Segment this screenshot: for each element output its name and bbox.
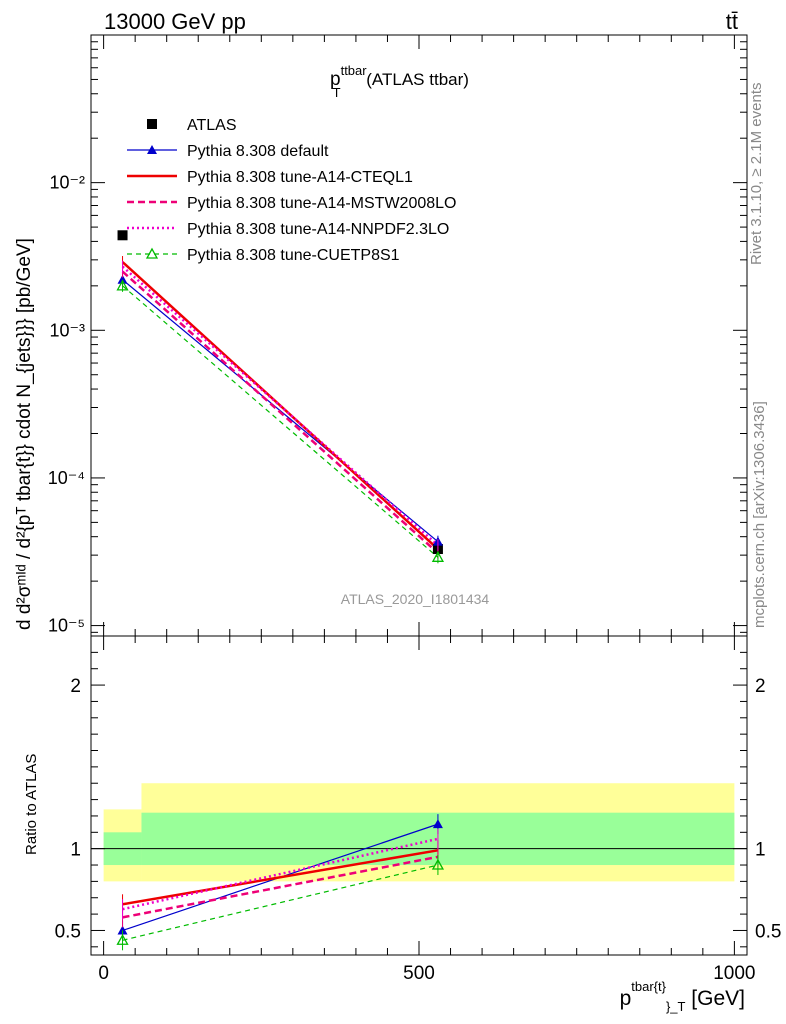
legend-marker-default [147, 145, 157, 154]
y-tick-label-ratio-right: 1 [755, 840, 766, 861]
x-tick-label: 0 [98, 963, 109, 984]
ratio-point-default [432, 819, 443, 829]
main-title-sup: ttbar [341, 63, 368, 78]
main-title-sub: T [333, 85, 341, 100]
ratio-line-cteql1 [122, 849, 439, 906]
y-tick-label-ratio: 0.5 [55, 921, 81, 942]
header-left: 13000 GeV pp [104, 9, 246, 34]
y-tick-label-main: 10⁻² [49, 173, 85, 193]
ratio-line-nnpdf [122, 837, 439, 911]
x-tick-label: 1000 [713, 963, 755, 984]
y-tick-label-main: 10⁻³ [49, 320, 85, 340]
legend-label-mstw: Pythia 8.308 tune-A14-MSTW2008LO [187, 195, 456, 212]
x-tick-label: 500 [403, 963, 435, 984]
series-line-mstw [121, 270, 439, 554]
y-tick-label-ratio-right: 0.5 [755, 921, 781, 942]
legend: ATLAS Pythia 8.308 default Pythia 8.308 tu… [127, 117, 456, 264]
ratio-panel: 0.5 0.5 1 1 2 2 0 500 1000 [55, 635, 781, 984]
legend-label-cteql1: Pythia 8.308 tune-A14-CTEQL1 [187, 169, 413, 186]
legend-label-atlas: ATLAS [187, 117, 237, 134]
rivet-label: Rivet 3.1.10, ≥ 2.1M events [748, 83, 765, 266]
main-title-base: p [330, 69, 341, 90]
header-right: tt̄ [726, 9, 738, 34]
legend-label-nnpdf: Pythia 8.308 tune-A14-NNPDF2.3LO [187, 221, 449, 238]
series-line-cuetp [122, 285, 439, 558]
ratio-line-mstw [122, 855, 439, 919]
main-title: pttbar T (ATLAS ttbar) [330, 63, 469, 100]
legend-label-default: Pythia 8.308 default [187, 143, 329, 160]
mcplots-label: mcplots.cern.ch [arXiv:1306.3436] [751, 401, 768, 628]
y-tick-label-main: 10⁻⁵ [48, 616, 85, 636]
ratio-point-default [117, 925, 128, 935]
series-line-nnpdf [121, 265, 439, 547]
main-title-rest: (ATLAS ttbar) [362, 70, 469, 89]
data-point-default [117, 274, 128, 284]
data-point-cuetp [431, 550, 445, 562]
x-label-sup: tbar{t} [631, 979, 666, 994]
legend-marker-atlas [147, 119, 157, 129]
x-label-base: p [620, 987, 632, 1010]
y-axis-label-main: d d²σᵐᴵᵈ / d²{pᵀ tbar{t}} cdot N_{jets}}… [14, 238, 35, 630]
y-tick-label-ratio-right: 2 [755, 676, 766, 697]
y-tick-label-ratio: 2 [70, 676, 81, 697]
y-tick-label-ratio: 1 [70, 840, 81, 861]
data-point-atlas [117, 230, 128, 241]
watermark: ATLAS_2020_I1801434 [341, 591, 490, 607]
legend-marker-cuetp [145, 247, 159, 259]
legend-label-cuetp: Pythia 8.308 tune-CUETP8S1 [187, 247, 400, 264]
x-label-unit: [GeV] [685, 987, 745, 1010]
ratio-point-cuetp [116, 933, 129, 945]
x-axis-label: ptbar{t}}_T [GeV] [620, 979, 745, 1014]
data-point-cuetp [116, 279, 129, 291]
y-tick-label-main: 10⁻⁴ [48, 468, 85, 488]
ratio-line-cuetp [122, 864, 439, 941]
x-label-sub: }_T [666, 999, 686, 1014]
y-axis-label-ratio: Ratio to ATLAS [23, 754, 40, 855]
ratio-point-cuetp [431, 858, 445, 870]
